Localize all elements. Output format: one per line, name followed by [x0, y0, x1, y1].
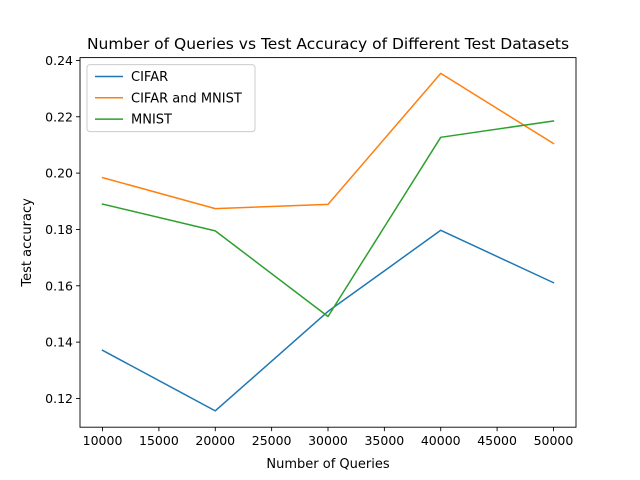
- x-tick-label: 30000: [308, 433, 348, 448]
- y-axis-title: Test accuracy: [20, 198, 35, 288]
- x-axis-title: Number of Queries: [266, 457, 389, 472]
- x-tick-label: 45000: [477, 433, 517, 448]
- chart-title: Number of Queries vs Test Accuracy of Di…: [87, 35, 569, 53]
- series-lines: [101, 72, 555, 412]
- y-tick-label: 0.16: [45, 278, 73, 293]
- series-line-mnist: [101, 120, 555, 318]
- series-line-cifar-and-mnist: [101, 72, 555, 210]
- x-tick-label: 25000: [252, 433, 292, 448]
- series-line-cifar: [101, 229, 555, 412]
- x-tick-label: 50000: [534, 433, 574, 448]
- y-tick-label: 0.14: [45, 335, 73, 350]
- y-tick-label: 0.12: [45, 391, 73, 406]
- x-tick-label: 40000: [421, 433, 461, 448]
- legend-label: MNIST: [131, 113, 172, 128]
- plot-area-frame: [79, 57, 577, 428]
- legend: CIFAR CIFAR and MNIST MNIST: [86, 64, 256, 133]
- x-tick-label: 15000: [139, 433, 179, 448]
- legend-label: CIFAR and MNIST: [131, 91, 242, 106]
- y-tick-label: 0.24: [45, 53, 73, 68]
- x-tick-label: 20000: [195, 433, 235, 448]
- x-tick-label: 10000: [83, 433, 123, 448]
- x-axis-ticks: 10000 15000 20000 25000 30000 35000 40000 45000…: [83, 427, 574, 448]
- x-tick-label: 35000: [364, 433, 404, 448]
- y-tick-label: 0.18: [45, 222, 73, 237]
- y-axis-ticks: 0.12 0.14 0.16 0.18 0.20 0.22 0.24: [45, 53, 80, 406]
- legend-label: CIFAR: [131, 70, 168, 85]
- y-tick-label: 0.22: [45, 109, 73, 124]
- y-tick-label: 0.20: [45, 166, 73, 181]
- legend-frame: [86, 64, 256, 133]
